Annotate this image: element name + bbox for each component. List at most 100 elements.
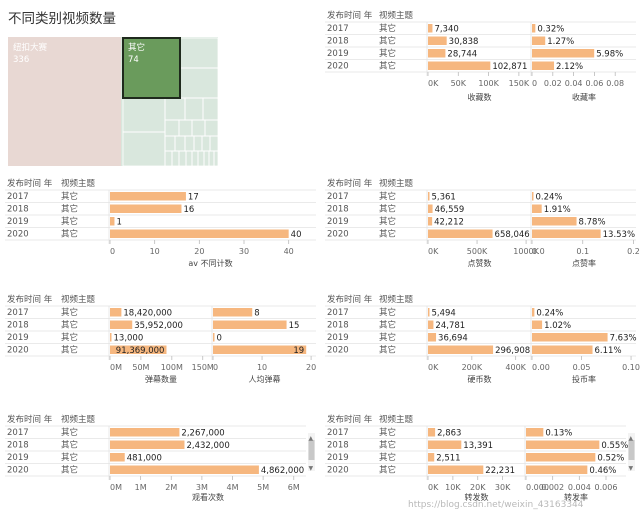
bar[interactable] xyxy=(213,345,307,355)
treemap-tile-main[interactable] xyxy=(8,37,121,166)
row-label-year: 2018 xyxy=(7,205,29,215)
treemap-tile-selected-label: 其它 xyxy=(128,42,145,53)
bar[interactable] xyxy=(532,192,534,201)
chart-like: 发布时间 年视频主题 2017 其它 2018 其它 2019 其它 2020 其它 0K 500K… xyxy=(325,178,640,268)
row-label-year: 2019 xyxy=(327,453,349,463)
bar[interactable] xyxy=(428,320,434,330)
bar-value-label: 0 xyxy=(217,334,222,344)
bar-value-label: 2.12% xyxy=(556,62,583,72)
chart-view: 发布时间 年视频主题 2017 其它 2018 其它 2019 其它 2020 其它 0M 1M 2M… xyxy=(5,414,306,502)
bar[interactable] xyxy=(428,229,493,239)
bar[interactable] xyxy=(428,465,484,475)
treemap-category-counts[interactable]: 纽扣大赛 336 其它 74 xyxy=(8,37,219,167)
bar[interactable] xyxy=(110,320,133,330)
row-label-category: 其它 xyxy=(379,48,396,59)
bar-value-label: 5,361 xyxy=(432,193,456,203)
row-label-year: 2020 xyxy=(327,466,349,476)
row-label-category: 其它 xyxy=(379,191,396,202)
treemap-tile-selected[interactable] xyxy=(122,37,181,99)
bar[interactable] xyxy=(428,440,462,450)
axis-tick-label: 30 xyxy=(239,247,249,256)
row-label-category: 其它 xyxy=(61,465,78,476)
treemap-sub-tile[interactable] xyxy=(213,150,219,167)
bar[interactable] xyxy=(526,465,588,475)
bar[interactable] xyxy=(213,320,287,330)
scrollbar-share[interactable]: ▲ ▼ xyxy=(628,433,635,472)
axis-tick-label: 0.2 xyxy=(627,247,640,256)
row-label-year: 2018 xyxy=(327,321,349,331)
bar[interactable] xyxy=(428,192,430,201)
axis-title: 转发数 xyxy=(465,492,489,502)
bar[interactable] xyxy=(532,345,593,355)
bar[interactable] xyxy=(110,204,182,214)
axis-tick-label: 0.10 xyxy=(622,363,640,372)
bar[interactable] xyxy=(428,428,436,437)
bar[interactable] xyxy=(532,49,595,58)
bar[interactable] xyxy=(532,308,535,317)
bar[interactable] xyxy=(110,192,186,201)
axis-tick-label: 0.004 xyxy=(568,483,591,492)
scrollbar-share-thumb[interactable] xyxy=(628,440,635,460)
bar[interactable] xyxy=(110,440,185,450)
bar-value-label: 16 xyxy=(183,205,194,215)
bar[interactable] xyxy=(532,24,536,33)
bar[interactable] xyxy=(110,217,115,226)
bar[interactable] xyxy=(110,428,180,437)
bar[interactable] xyxy=(532,36,546,46)
scroll-down-icon[interactable]: ▼ xyxy=(309,465,314,472)
axis-tick-label: 20K xyxy=(470,483,486,492)
scrollbar-view-thumb[interactable] xyxy=(308,440,315,460)
bar[interactable] xyxy=(428,24,433,33)
bar-value-label: 13.53% xyxy=(603,230,635,240)
bar[interactable] xyxy=(526,428,544,437)
bar[interactable] xyxy=(213,308,253,317)
bar[interactable] xyxy=(213,333,215,342)
bar-value-label: 15 xyxy=(289,321,300,331)
scroll-down-icon[interactable]: ▼ xyxy=(629,465,634,472)
bar[interactable] xyxy=(526,440,600,450)
scrollbar-view[interactable]: ▲ ▼ xyxy=(308,433,315,472)
bar[interactable] xyxy=(532,217,577,226)
bar-value-label: 2,863 xyxy=(437,429,461,439)
bar[interactable] xyxy=(110,465,259,475)
scroll-up-icon[interactable]: ▲ xyxy=(629,435,634,442)
bar[interactable] xyxy=(110,333,112,342)
row-header-year: 发布时间 年 xyxy=(327,414,373,425)
row-label-category: 其它 xyxy=(61,216,78,227)
bar[interactable] xyxy=(428,204,433,214)
bar[interactable] xyxy=(428,453,435,462)
bar[interactable] xyxy=(532,61,555,71)
chart-coin: 发布时间 年视频主题 2017 其它 2018 其它 2019 其它 2020 其它 0K 200K… xyxy=(325,294,640,384)
bar[interactable] xyxy=(110,345,167,355)
bar-value-label: 1.02% xyxy=(544,321,571,331)
bar[interactable] xyxy=(532,229,601,239)
chart-fav: 发布时间 年视频主题 2017 其它 2018 其它 2019 其它 2020 其它 0K 50K 1… xyxy=(325,10,636,102)
bar[interactable] xyxy=(110,453,125,462)
bar[interactable] xyxy=(428,49,446,58)
bar[interactable] xyxy=(526,453,596,462)
row-header-year: 发布时间 年 xyxy=(7,178,53,189)
bar-value-label: 2,432,000 xyxy=(186,441,229,451)
bar[interactable] xyxy=(428,345,494,355)
bar[interactable] xyxy=(110,308,122,317)
bar[interactable] xyxy=(110,229,289,239)
bar[interactable] xyxy=(428,333,437,342)
row-header-category: 视频主题 xyxy=(379,294,414,305)
bar[interactable] xyxy=(428,217,433,226)
bar[interactable] xyxy=(532,204,542,214)
bar[interactable] xyxy=(532,333,608,342)
scroll-up-icon[interactable]: ▲ xyxy=(309,435,314,442)
bar-value-label: 102,871 xyxy=(492,62,527,72)
bar[interactable] xyxy=(532,320,543,330)
row-label-year: 2019 xyxy=(327,333,349,343)
axis-tick-label: 1M xyxy=(135,483,147,492)
axis-tick-label: 0.0 xyxy=(532,247,545,256)
row-label-year: 2017 xyxy=(7,308,29,318)
bar[interactable] xyxy=(428,308,430,317)
bar[interactable] xyxy=(428,61,491,71)
row-label-category: 其它 xyxy=(61,427,78,438)
bar-value-label: 91,369,000 xyxy=(116,346,165,356)
axis-tick-label: 0K xyxy=(428,247,439,256)
bar[interactable] xyxy=(428,36,447,46)
